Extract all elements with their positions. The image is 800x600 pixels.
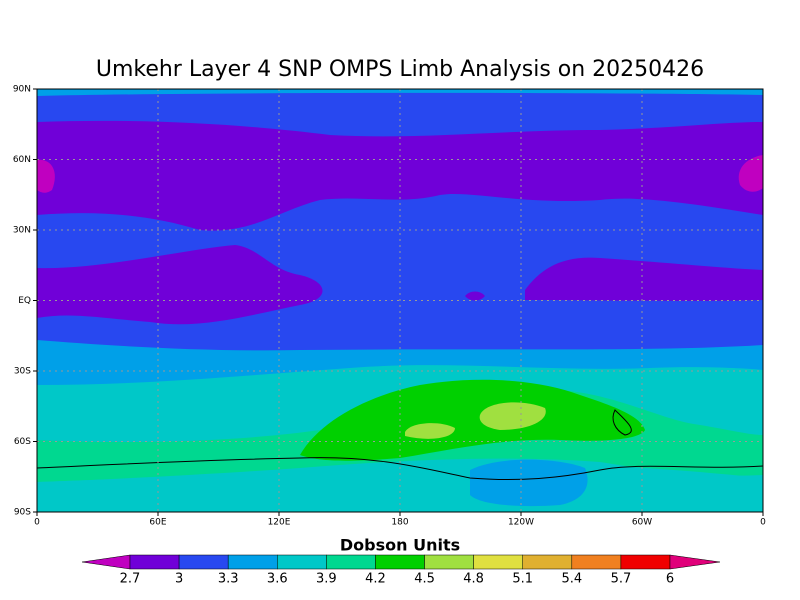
lat-label: 60S <box>14 437 31 447</box>
contour <box>37 245 323 325</box>
colorbar-swatch <box>522 554 573 570</box>
contour <box>470 459 588 507</box>
contour <box>465 291 485 301</box>
lat-label: 30S <box>14 367 31 377</box>
colorbar-tick-label: 6 <box>666 572 674 587</box>
lon-label: 60W <box>632 518 652 528</box>
colorbar-tick-label: 2.7 <box>120 572 141 587</box>
colorbar-tick-label: 3.9 <box>316 572 337 587</box>
colorbar-tick-label: 5.7 <box>611 572 632 587</box>
lon-label: 180 <box>391 518 408 528</box>
lat-label: EQ <box>18 296 31 306</box>
contour <box>525 257 763 301</box>
colorbar-swatch <box>129 554 180 570</box>
colorbar-tick-label: 3 <box>175 572 183 587</box>
lon-label: 0 <box>760 518 766 528</box>
title: Umkehr Layer 4 SNP OMPS Limb Analysis on… <box>96 57 704 82</box>
colorbar-swatch <box>473 554 523 570</box>
lat-label: 30N <box>13 226 31 236</box>
colorbar-tick-label: 5.4 <box>561 572 582 587</box>
map-frame <box>36 88 764 513</box>
colorbar-swatch <box>620 554 671 570</box>
lon-label: 120E <box>268 518 291 528</box>
lat-label: 90S <box>14 508 31 518</box>
colorbar-label: Dobson Units <box>340 536 460 555</box>
lon-label: 120W <box>508 518 534 528</box>
contour <box>405 423 455 439</box>
colorbar-tick-label: 4.8 <box>463 572 484 587</box>
lat-label: 90N <box>13 85 31 95</box>
lon-label: 60E <box>149 518 166 528</box>
colorbar-swatch <box>178 554 229 570</box>
contour <box>738 155 763 192</box>
colorbar-swatch <box>326 554 376 570</box>
contour <box>37 120 763 231</box>
contour <box>37 159 55 193</box>
lon-label: 0 <box>34 518 40 528</box>
colorbar: 2.7 3 3.3 3.6 3.9 4.2 4.5 4.8 5.1 5.4 5.7 6 <box>81 554 721 587</box>
lat-label: 60N <box>13 155 31 165</box>
coastline <box>612 409 632 436</box>
colorbar-tick-label: 4.5 <box>414 572 435 587</box>
colorbar-swatch <box>424 554 474 570</box>
colorbar-tick-label: 5.1 <box>512 572 533 587</box>
colorbar-swatch <box>375 554 425 570</box>
contour <box>300 379 645 461</box>
colorbar-swatch <box>227 554 278 570</box>
colorbar-tick-label: 4.2 <box>365 572 386 587</box>
coastline <box>37 457 763 481</box>
colorbar-over <box>669 554 721 570</box>
colorbar-swatch <box>571 554 622 570</box>
colorbar-tick-label: 3.6 <box>267 572 288 587</box>
colorbar-swatch <box>277 554 327 570</box>
contour <box>479 402 546 430</box>
colorbar-tick-label: 3.3 <box>218 572 239 587</box>
